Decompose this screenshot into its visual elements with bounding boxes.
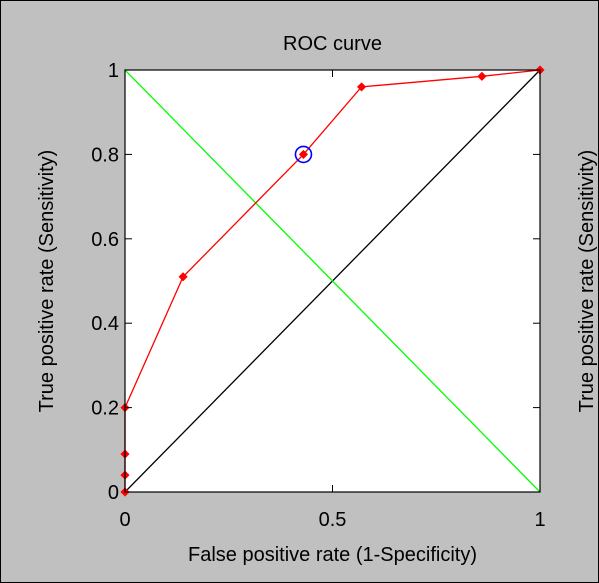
y-tick-label-0: 0 xyxy=(108,482,119,504)
y-axis-label: True positive rate (Sensitivity) xyxy=(36,150,58,413)
x-tick-label-2: 1 xyxy=(534,509,545,531)
x-tick-label-0: 0 xyxy=(119,509,130,531)
anti-diagonal-line xyxy=(124,69,541,493)
roc-point-6 xyxy=(356,82,367,92)
roc-point-7 xyxy=(477,71,487,81)
y-tick-label-4: 0.8 xyxy=(91,144,119,166)
x-axis-label: False positive rate (1-Specificity) xyxy=(188,544,477,566)
y-tick-label-2: 0.4 xyxy=(91,313,119,335)
reference-lines xyxy=(124,69,541,493)
optimal-point-marker xyxy=(294,145,313,164)
clipped-neighbor-y-axis-label: True positive rate (Sensitivity) xyxy=(576,150,598,413)
roc-point-5 xyxy=(298,149,309,159)
chart-title: ROC curve xyxy=(283,33,382,55)
y-tick-label-1: 0.2 xyxy=(91,398,119,420)
tick-layer: 0 0.5 1 0 0.2 0.4 0.6 0.8 1 xyxy=(91,60,545,531)
x-tick-label-1: 0.5 xyxy=(319,509,347,531)
y-tick-label-3: 0.6 xyxy=(91,229,119,251)
roc-point-4 xyxy=(178,272,188,282)
y-tick-label-5: 1 xyxy=(108,60,119,82)
